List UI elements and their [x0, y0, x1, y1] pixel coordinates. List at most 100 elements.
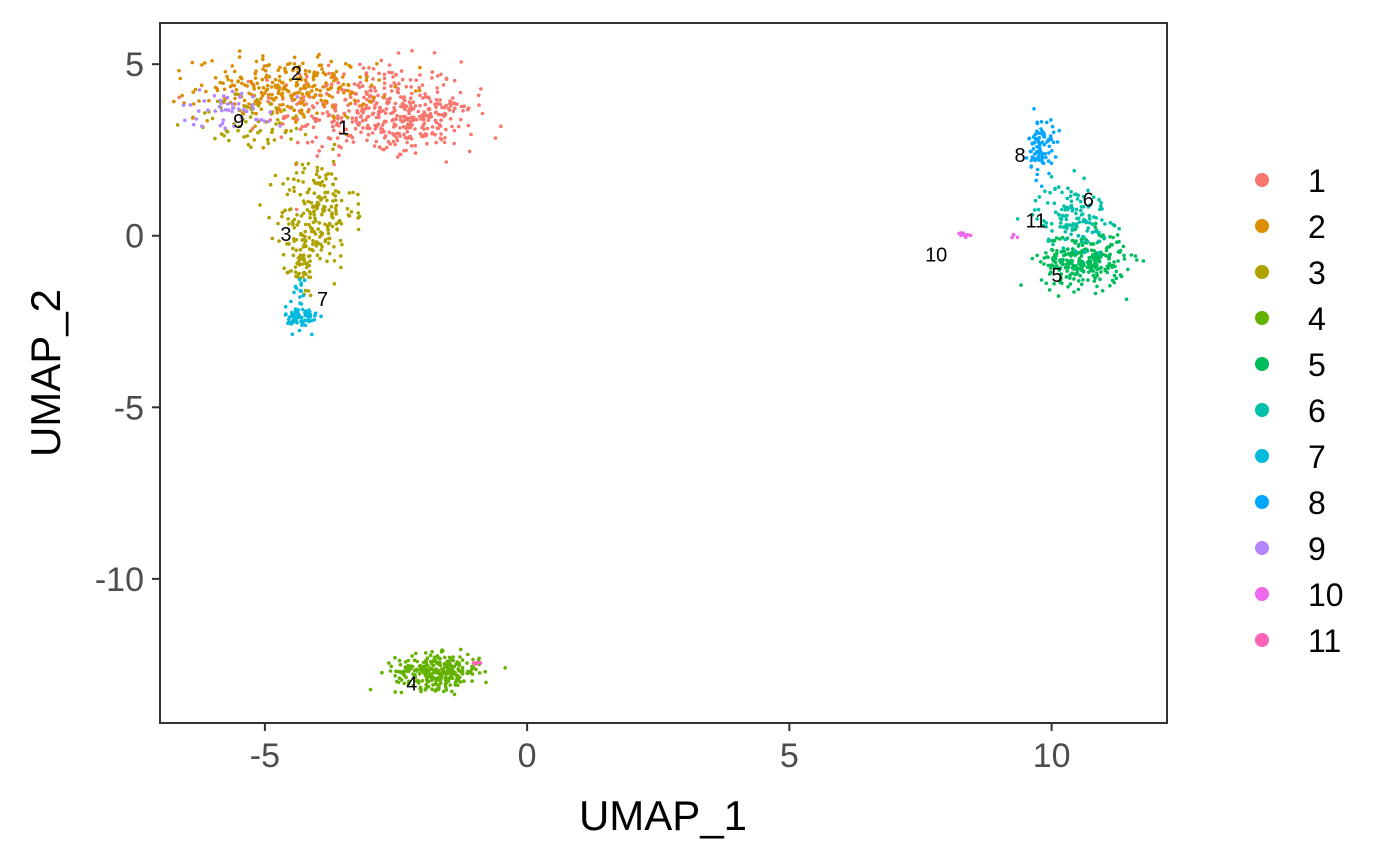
data-point: [273, 173, 278, 178]
data-point: [230, 102, 235, 106]
data-point: [1093, 225, 1097, 229]
data-point: [172, 99, 176, 104]
data-point: [465, 107, 470, 112]
data-point: [295, 95, 300, 99]
data-point: [317, 118, 322, 122]
data-point: [418, 685, 423, 690]
data-point: [1050, 124, 1055, 129]
data-point: [431, 663, 436, 668]
data-point: [299, 96, 303, 101]
data-point: [387, 130, 392, 135]
x-axis: -5 0 5 10: [250, 723, 1071, 775]
data-point: [452, 141, 457, 146]
data-point: [453, 106, 457, 110]
data-point: [294, 248, 299, 253]
data-point: [233, 92, 237, 96]
data-point: [300, 323, 304, 328]
data-point: [1086, 226, 1091, 230]
data-point: [387, 661, 391, 665]
data-point: [422, 127, 426, 131]
data-point: [298, 253, 303, 257]
data-point: [428, 111, 433, 116]
data-point: [382, 136, 387, 140]
data-point: [368, 100, 373, 104]
data-point: [226, 77, 230, 82]
data-point: [205, 119, 209, 123]
data-point: [1066, 186, 1070, 190]
data-point: [450, 676, 455, 680]
data-point: [332, 72, 337, 77]
data-point: [452, 78, 457, 83]
data-point: [1103, 222, 1107, 226]
data-point: [292, 62, 297, 66]
data-point: [1073, 272, 1077, 277]
data-point: [234, 88, 239, 92]
data-point: [1100, 207, 1104, 211]
data-point: [284, 70, 288, 75]
data-point: [1069, 232, 1073, 237]
data-point: [318, 88, 323, 93]
data-point: [432, 655, 437, 660]
data-point: [440, 113, 444, 117]
data-point: [282, 85, 287, 90]
data-point: [299, 87, 303, 91]
data-point: [1058, 237, 1062, 241]
data-point: [370, 112, 375, 116]
data-point: [1086, 262, 1091, 266]
data-point: [246, 142, 251, 147]
data-point: [355, 121, 360, 126]
data-point: [1024, 156, 1029, 160]
data-point: [1069, 203, 1074, 208]
data-point: [338, 254, 343, 258]
data-point: [289, 322, 294, 326]
data-point: [465, 661, 469, 665]
data-point: [1042, 219, 1046, 223]
data-point: [319, 98, 324, 103]
data-point: [420, 83, 425, 87]
data-point: [197, 99, 201, 103]
data-point: [237, 49, 242, 53]
data-point: [1112, 280, 1116, 285]
data-point: [242, 98, 247, 103]
data-point: [312, 83, 317, 88]
data-point: [1065, 269, 1069, 273]
data-point: [346, 88, 350, 93]
data-point: [248, 115, 253, 119]
data-point: [413, 151, 418, 155]
data-point: [446, 666, 450, 670]
data-point: [432, 659, 436, 663]
data-point: [248, 129, 253, 133]
data-point: [261, 54, 265, 58]
data-point: [266, 119, 271, 123]
data-point: [455, 102, 459, 106]
data-point: [317, 194, 322, 199]
data-point: [301, 95, 306, 99]
data-point: [409, 85, 414, 89]
data-point: [281, 182, 285, 186]
data-point: [323, 195, 327, 199]
data-point: [968, 233, 973, 238]
data-point: [466, 652, 470, 657]
data-point: [252, 87, 256, 91]
cluster-label-11: 11: [1026, 210, 1047, 232]
data-point: [327, 93, 332, 98]
data-point: [434, 140, 439, 145]
data-point: [250, 126, 255, 131]
legend-key: [1255, 403, 1269, 417]
data-point: [213, 85, 218, 90]
data-point: [1039, 278, 1044, 282]
data-point: [335, 121, 340, 125]
data-point: [451, 96, 455, 100]
data-point: [1047, 288, 1052, 292]
data-point: [1064, 237, 1068, 242]
cluster-labels-layer: 1 2 3 4 5 6 7 8 9 10 11: [233, 63, 1094, 696]
data-point: [434, 688, 438, 693]
data-point: [280, 210, 285, 215]
data-point: [250, 103, 255, 107]
data-point: [336, 80, 341, 85]
data-point: [1075, 216, 1079, 221]
data-point: [356, 99, 360, 103]
cluster-label-1: 1: [338, 118, 349, 140]
data-point: [477, 671, 482, 675]
